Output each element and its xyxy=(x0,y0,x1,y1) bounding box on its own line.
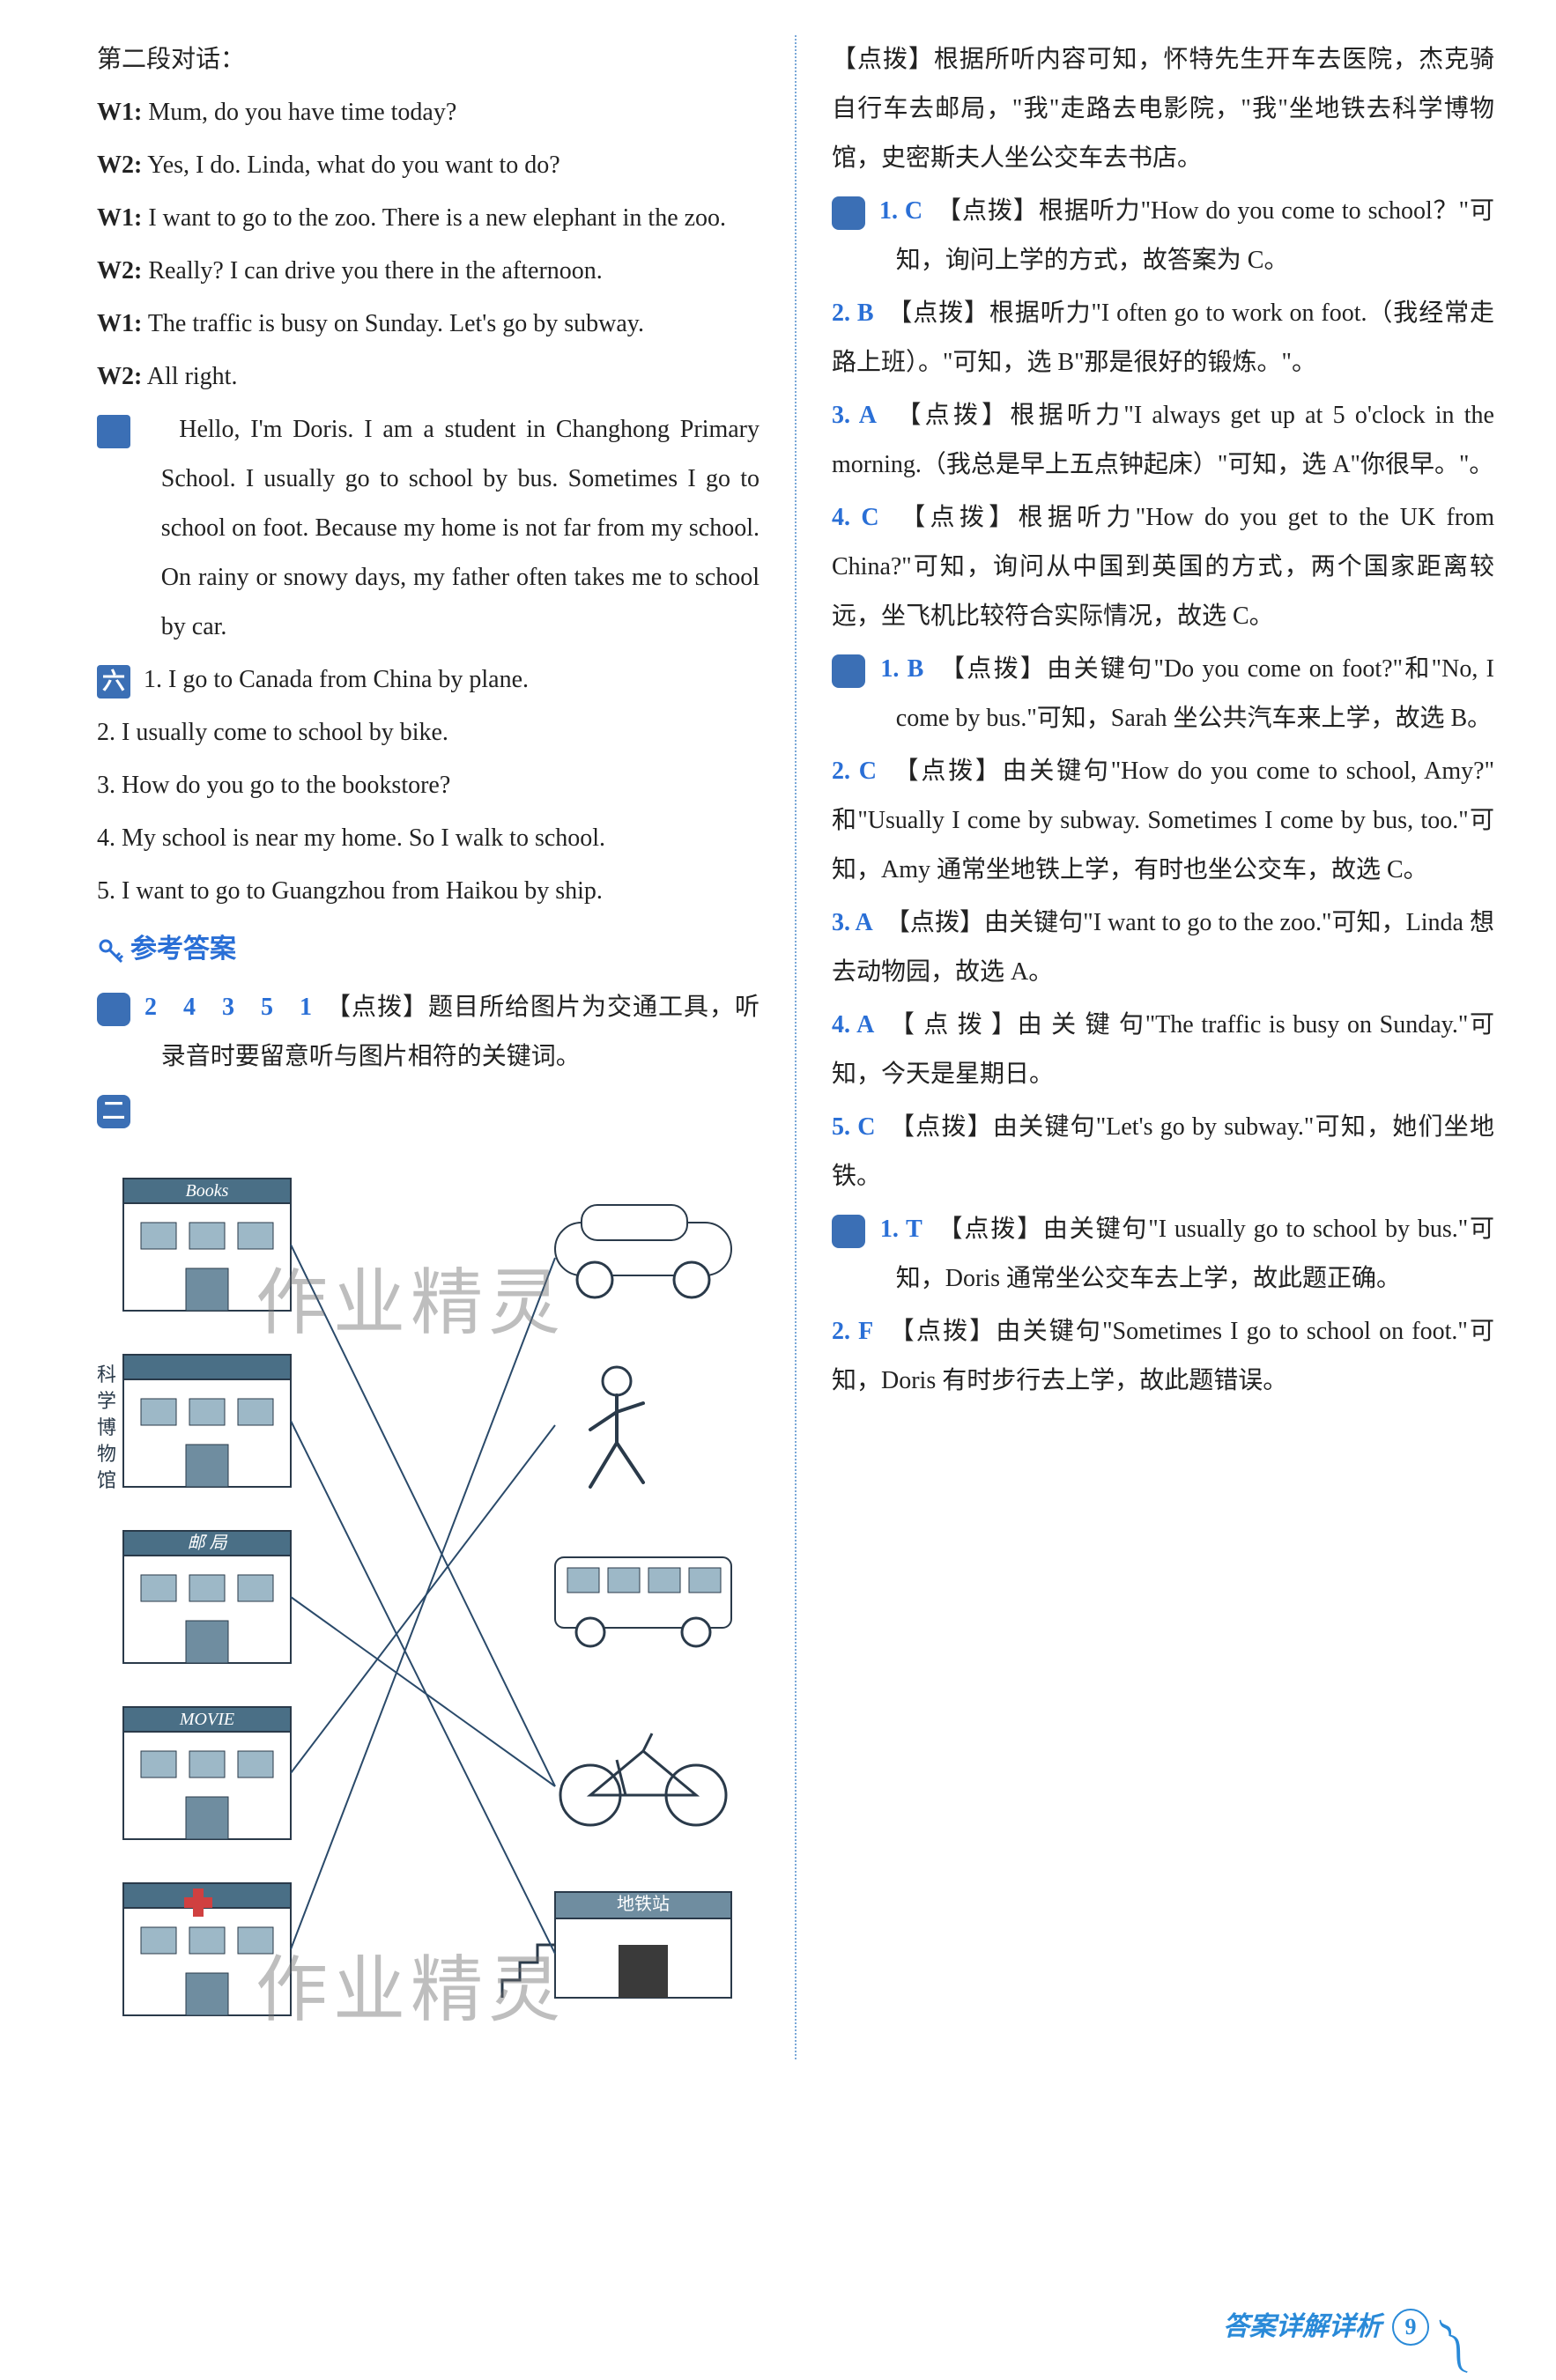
dialog-line: W2: Yes, I do. Linda, what do you want t… xyxy=(97,141,759,190)
dialog-text: Really? I can drive you there in the aft… xyxy=(148,257,602,285)
answer-hint: 【点拨】根据听力"How do you come to school？"可知，询… xyxy=(896,197,1494,274)
answer-num: 1. T xyxy=(880,1216,922,1243)
badge-four: 四 xyxy=(832,654,865,688)
section-two: 二 xyxy=(97,1085,759,1135)
right-column: 【点拨】根据所听内容可知，怀特先生开车去医院，杰克骑自行车去邮局，"我"走路去电… xyxy=(832,35,1494,2059)
footer-decoration-icon: ༽ xyxy=(1440,2310,1477,2345)
answer-num: 2. B xyxy=(832,299,874,327)
dialog-text: Yes, I do. Linda, what do you want to do… xyxy=(147,152,559,179)
left-column: 第二段对话： W1: Mum, do you have time today? … xyxy=(97,35,759,2059)
answer-title: 参考答案 xyxy=(97,923,759,976)
svg-text:馆: 馆 xyxy=(97,1469,116,1491)
svg-text:Books: Books xyxy=(186,1181,229,1201)
dialog-text: I want to go to the zoo. There is a new … xyxy=(148,204,726,232)
answer-hint: 【点拨】由关键句"Sometimes I go to school on foo… xyxy=(832,1318,1494,1394)
three-item: 4. C 【点拨】根据听力"How do you get to the UK f… xyxy=(832,493,1494,641)
badge-six: 六 xyxy=(97,665,130,698)
answer-num: 2. F xyxy=(832,1318,873,1345)
svg-text:学: 学 xyxy=(97,1390,116,1412)
answer-num: 4. A xyxy=(832,1011,874,1038)
badge-five: 五 xyxy=(97,415,130,448)
badge-three: 三 xyxy=(832,196,865,230)
dialog-text: All right. xyxy=(147,363,238,390)
five-text: Hello, I'm Doris. I am a student in Chan… xyxy=(161,416,759,640)
three-item: 三 1. C 【点拨】根据听力"How do you come to schoo… xyxy=(832,187,1494,285)
key-icon xyxy=(97,937,125,965)
svg-text:地铁站: 地铁站 xyxy=(617,1894,670,1914)
four-item: 4. A 【 点 拨 】由 关 键 句"The traffic is busy … xyxy=(832,1001,1494,1099)
speaker: W1: xyxy=(97,99,142,126)
dialog-header: 第二段对话： xyxy=(97,35,759,85)
svg-text:博: 博 xyxy=(97,1416,116,1438)
badge-five-right: 五 xyxy=(832,1215,865,1248)
answer-num: 3. A xyxy=(832,402,877,429)
four-item: 3. A 【点拨】由关键句"I want to go to the zoo."可… xyxy=(832,898,1494,997)
speaker: W1: xyxy=(97,204,142,232)
answer-num: 3. A xyxy=(832,909,873,936)
speaker: W2: xyxy=(97,152,142,179)
badge-one: 一 xyxy=(97,993,130,1026)
dialog-line: W2: Really? I can drive you there in the… xyxy=(97,247,759,296)
answer-num: 1. B xyxy=(880,655,923,683)
answer-hint: 【点拨】根据听力"How do you get to the UK from C… xyxy=(832,504,1494,630)
answer-num: 2. C xyxy=(832,758,877,785)
speaker: W2: xyxy=(97,363,142,390)
four-item: 5. C 【点拨】由关键句"Let's go by subway."可知，她们坐… xyxy=(832,1103,1494,1201)
answer-num: 1. C xyxy=(879,197,922,225)
six-item: 3. How do you go to the bookstore? xyxy=(97,761,759,810)
dialog-line: W1: The traffic is busy on Sunday. Let's… xyxy=(97,299,759,349)
answer-num: 4. C xyxy=(832,504,879,531)
svg-text:邮 局: 邮 局 xyxy=(188,1534,228,1553)
speaker: W1: xyxy=(97,310,142,337)
svg-text:物: 物 xyxy=(97,1443,116,1465)
four-item: 四 1. B 【点拨】由关键句"Do you come on foot?"和"N… xyxy=(832,645,1494,743)
five-item: 五 1. T 【点拨】由关键句"I usually go to school b… xyxy=(832,1205,1494,1304)
four-item: 2. C 【点拨】由关键句"How do you come to school,… xyxy=(832,747,1494,895)
answer-hint: 【点拨】由关键句"Do you come on foot?"和"No, I co… xyxy=(896,655,1494,732)
badge-two: 二 xyxy=(97,1095,130,1128)
diagram-svg: Books 科学博物馆邮 局 MOVIE 地铁站 xyxy=(97,1143,767,2042)
footer-page-number: 9 xyxy=(1392,2309,1429,2346)
answer-hint: 【 点 拨 】由 关 键 句"The traffic is busy on Su… xyxy=(832,1011,1494,1088)
six-item: 六 1. I go to Canada from China by plane. xyxy=(97,655,759,705)
answer-num: 5. C xyxy=(832,1113,875,1141)
svg-text:科: 科 xyxy=(97,1364,116,1386)
svg-text:MOVIE: MOVIE xyxy=(179,1710,234,1729)
six-item: 2. I usually come to school by bike. xyxy=(97,708,759,758)
one-answers: 2 4 3 5 1 xyxy=(144,994,312,1021)
matching-diagram: Books科学博物馆邮 局MOVIE地铁站 作业精灵 作业精灵 xyxy=(97,1143,759,2059)
answer-hint: 【点拨】根据听力"I always get up at 5 o'clock in… xyxy=(832,402,1494,478)
dialog-line: W2: All right. xyxy=(97,352,759,402)
three-item: 2. B 【点拨】根据听力"I often go to work on foot… xyxy=(832,289,1494,388)
page-container: 第二段对话： W1: Mum, do you have time today? … xyxy=(97,35,1494,2059)
dialog-text: The traffic is busy on Sunday. Let's go … xyxy=(148,310,644,337)
three-item: 3. A 【点拨】根据听力"I always get up at 5 o'clo… xyxy=(832,391,1494,490)
section-five: 五 Hello, I'm Doris. I am a student in Ch… xyxy=(97,405,759,652)
page-footer: 答案详解详析 9 ༽ xyxy=(1223,2301,1477,2354)
answer-title-text: 参考答案 xyxy=(130,935,236,964)
six-item: 5. I want to go to Guangzhou from Haikou… xyxy=(97,867,759,916)
top-paragraph: 【点拨】根据所听内容可知，怀特先生开车去医院，杰克骑自行车去邮局，"我"走路去电… xyxy=(832,35,1494,183)
column-divider xyxy=(795,35,797,2059)
answer-hint: 【点拨】由关键句"I usually go to school by bus."… xyxy=(896,1216,1494,1292)
answer-hint: 【点拨】由关键句"Let's go by subway."可知，她们坐地铁。 xyxy=(832,1113,1494,1190)
six-item: 4. My school is near my home. So I walk … xyxy=(97,814,759,863)
footer-label: 答案详解详析 xyxy=(1223,2301,1382,2354)
dialog-line: W1: I want to go to the zoo. There is a … xyxy=(97,194,759,243)
section-one: 一 2 4 3 5 1 【点拨】题目所给图片为交通工具，听录音时要留意听与图片相… xyxy=(97,983,759,1082)
speaker: W2: xyxy=(97,257,142,285)
dialog-line: W1: Mum, do you have time today? xyxy=(97,88,759,137)
answer-hint: 【点拨】由关键句"I want to go to the zoo."可知，Lin… xyxy=(832,909,1494,986)
answer-hint: 【点拨】根据听力"I often go to work on foot.（我经常… xyxy=(832,299,1494,376)
dialog-text: Mum, do you have time today? xyxy=(148,99,456,126)
answer-hint: 【点拨】由关键句"How do you come to school, Amy?… xyxy=(832,758,1519,883)
five-item: 2. F 【点拨】由关键句"Sometimes I go to school o… xyxy=(832,1307,1494,1406)
six-text: 1. I go to Canada from China by plane. xyxy=(144,666,529,693)
